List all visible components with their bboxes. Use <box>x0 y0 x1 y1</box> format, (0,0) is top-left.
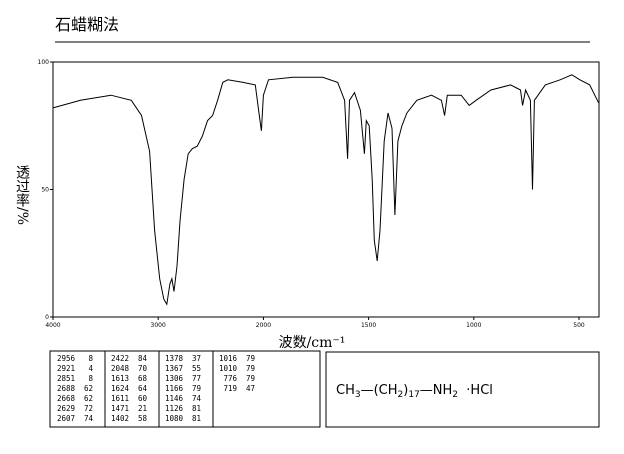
formula-frame <box>325 351 600 428</box>
x-axis-label: 波数/cm⁻¹ <box>279 335 346 351</box>
peak-transmittance: 79 <box>192 384 201 393</box>
peak-wavenumber: 1402 <box>111 414 129 423</box>
peak-transmittance: 68 <box>138 374 148 383</box>
x-tick-label: 500 <box>573 322 585 329</box>
peak-transmittance: 79 <box>246 374 255 383</box>
peak-wavenumber: 1010 <box>219 364 238 373</box>
peak-transmittance: 72 <box>84 404 93 413</box>
peak-wavenumber: 1126 <box>165 404 184 413</box>
formula-text: CH <box>336 383 355 398</box>
peak-wavenumber: 1613 <box>111 374 129 383</box>
x-tick-label: 1000 <box>466 322 481 329</box>
peak-transmittance: 8 <box>88 354 93 363</box>
peak-transmittance: 81 <box>192 414 201 423</box>
peak-transmittance: 70 <box>138 364 148 373</box>
formula-subscript: 17 <box>408 390 419 400</box>
peak-transmittance: 55 <box>192 364 201 373</box>
y-tick-label: 100 <box>38 59 50 66</box>
peak-transmittance: 37 <box>192 354 201 363</box>
peak-table-frame <box>49 350 321 428</box>
peak-transmittance: 58 <box>138 414 148 423</box>
plot-frame <box>52 61 600 318</box>
peak-transmittance: 74 <box>192 394 202 403</box>
peak-transmittance: 79 <box>246 364 255 373</box>
spectrum-line <box>52 74 600 306</box>
y-tick-label: 0 <box>45 314 49 321</box>
peak-transmittance: 64 <box>138 384 148 393</box>
peak-wavenumber: 719 <box>223 384 237 393</box>
peak-wavenumber: 1306 <box>165 374 184 383</box>
peak-transmittance: 60 <box>138 394 148 403</box>
chart-title: 石蜡糊法 <box>55 15 119 34</box>
x-tick-label: 3000 <box>151 322 166 329</box>
formula-subscript: 2 <box>452 390 458 400</box>
peak-transmittance: 62 <box>84 384 93 393</box>
peak-wavenumber: 2607 <box>57 414 75 423</box>
peak-transmittance: 84 <box>138 354 148 363</box>
peak-transmittance: 77 <box>192 374 201 383</box>
peak-transmittance: 62 <box>84 394 93 403</box>
peak-wavenumber: 1367 <box>165 364 183 373</box>
peak-wavenumber: 1378 <box>165 354 184 363</box>
y-axis-label: 透过率/% <box>14 165 30 225</box>
peak-wavenumber: 776 <box>223 374 237 383</box>
peak-transmittance: 74 <box>84 414 94 423</box>
peak-wavenumber: 2688 <box>57 384 76 393</box>
formula-text: ) <box>403 383 408 398</box>
x-tick-label: 2000 <box>256 322 271 329</box>
formula-text: —(CH <box>361 383 398 398</box>
y-tick-label: 50 <box>41 187 49 194</box>
peak-wavenumber: 2956 <box>57 354 76 363</box>
peak-wavenumber: 2668 <box>57 394 76 403</box>
formula-text: ·HCl <box>458 383 493 398</box>
formula-subscript: 2 <box>398 390 404 400</box>
peak-transmittance: 21 <box>138 404 147 413</box>
peak-wavenumber: 2921 <box>57 364 75 373</box>
peak-wavenumber: 2851 <box>57 374 75 383</box>
peak-wavenumber: 2048 <box>111 364 130 373</box>
peak-wavenumber: 1080 <box>165 414 184 423</box>
peak-transmittance: 81 <box>192 404 201 413</box>
peak-wavenumber: 2422 <box>111 354 129 363</box>
x-tick-label: 4000 <box>45 322 60 329</box>
peak-wavenumber: 1624 <box>111 384 130 393</box>
peak-wavenumber: 2629 <box>57 404 75 413</box>
peak-transmittance: 47 <box>246 384 255 393</box>
formula: CH3—(CH2)17—NH2 ·HCl <box>336 383 493 400</box>
formula-text: —NH <box>420 383 453 398</box>
peak-wavenumber: 1166 <box>165 384 184 393</box>
peak-transmittance: 8 <box>88 374 93 383</box>
peak-transmittance: 79 <box>246 354 255 363</box>
x-tick-label: 1500 <box>361 322 376 329</box>
formula-subscript: 3 <box>355 390 361 400</box>
peak-transmittance: 4 <box>88 364 93 373</box>
peak-wavenumber: 1146 <box>165 394 184 403</box>
peak-wavenumber: 1611 <box>111 394 129 403</box>
peak-wavenumber: 1016 <box>219 354 238 363</box>
peak-wavenumber: 1471 <box>111 404 129 413</box>
